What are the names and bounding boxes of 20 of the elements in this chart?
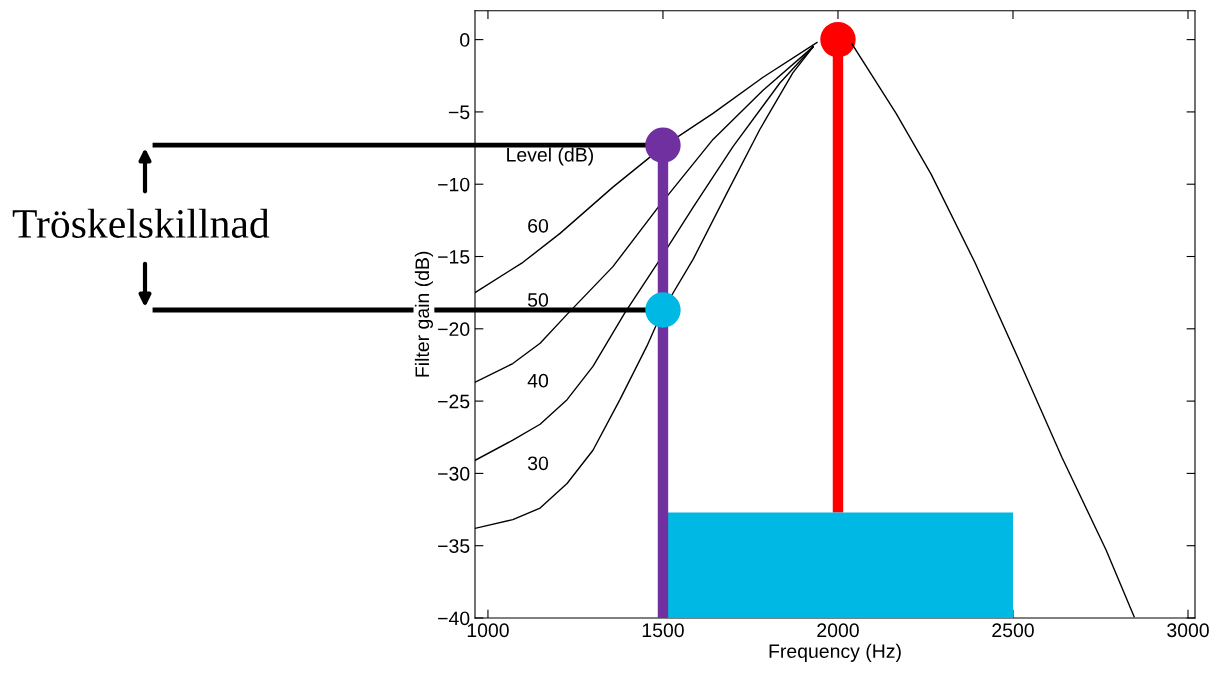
x-tick-label: 1500: [642, 623, 684, 638]
y-axis-title: Filter gain (dB): [414, 251, 433, 377]
annotation: 50: [527, 293, 549, 307]
x-tick-label: 2000: [817, 623, 859, 638]
annotation: Level (dB): [507, 147, 593, 166]
y-tick-label: −20: [438, 322, 470, 337]
annotation: 30: [527, 456, 549, 471]
x-axis-title: Frequency (Hz): [769, 643, 901, 662]
y-tick-label: −10: [438, 177, 470, 192]
y-tick-label: 0: [460, 33, 470, 47]
text: Tröskelskillnad: [12, 208, 270, 239]
y-tick-label: −30: [438, 466, 470, 481]
x-tick-label: 3000: [1167, 623, 1209, 638]
annotation: 60: [528, 218, 549, 233]
y-tick-label: −15: [438, 250, 470, 264]
annotation: 40: [527, 373, 549, 388]
y-tick-label: −5: [448, 105, 470, 120]
y-tick-label: −35: [438, 539, 470, 553]
y-tick-label: −25: [438, 394, 470, 409]
x-tick-label: 2500: [992, 623, 1034, 638]
